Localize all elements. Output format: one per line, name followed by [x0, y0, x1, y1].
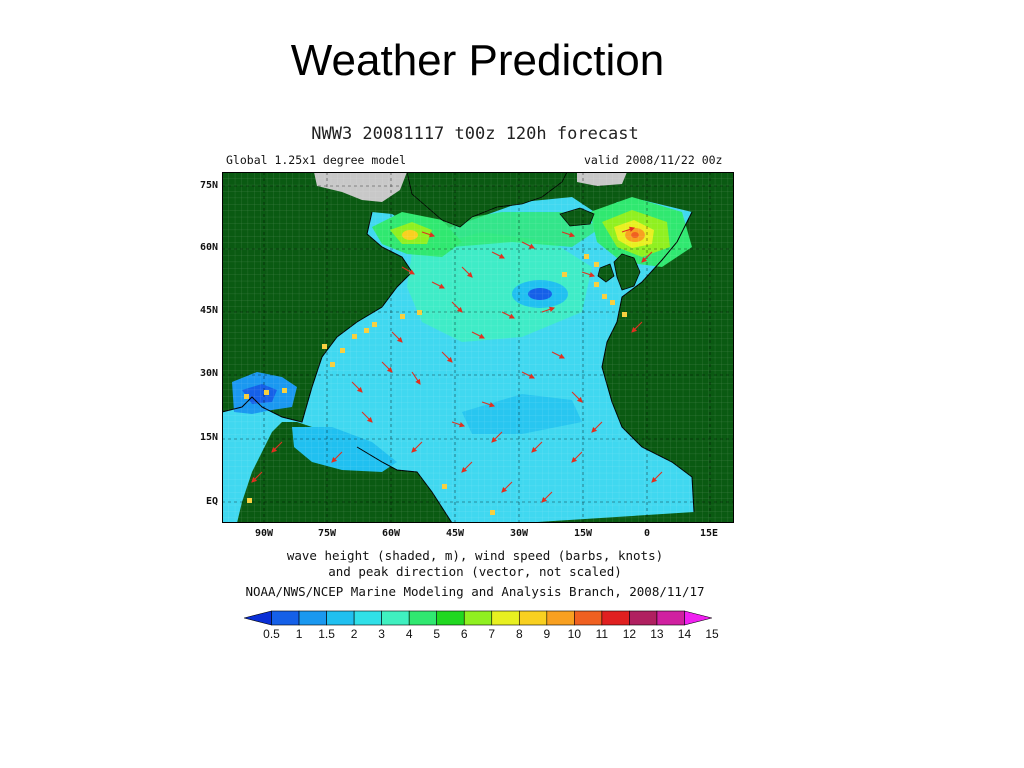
lat-label: 15N — [199, 432, 218, 443]
colorbar-tick-label: 6 — [460, 627, 468, 641]
colorbar-segment — [601, 610, 630, 626]
colorbar-tick-label: 3 — [378, 627, 385, 641]
grid-overlay — [222, 172, 734, 523]
colorbar-tick-label: 14 — [677, 627, 692, 641]
colorbar-tick-label: 13 — [650, 627, 664, 641]
figure-title: NWW3 20081117 t00z 120h forecast — [311, 124, 639, 144]
lon-label: 45W — [445, 528, 465, 539]
graticule — [222, 172, 734, 523]
colorbar-segment — [463, 610, 493, 626]
colorbar-segment — [656, 610, 685, 626]
lat-label: 75N — [199, 180, 218, 191]
colorbar-segment — [574, 610, 603, 626]
map-frame — [222, 172, 734, 523]
colorbar-segment — [353, 610, 382, 626]
buoy-stations — [244, 254, 627, 515]
colorbar-segment — [491, 610, 520, 626]
colorbar-tick-label: 2 — [350, 627, 358, 641]
colorbar-tick-label: 4 — [405, 627, 413, 641]
caption-line-2: and peak direction (vector, not scaled) — [328, 564, 622, 579]
lon-label: 30W — [509, 528, 529, 539]
lon-label: 75W — [317, 528, 337, 539]
lon-label: 15W — [573, 528, 593, 539]
colorbar-segment — [244, 610, 272, 626]
colorbar-tick-label: 15 — [705, 627, 719, 641]
colorbar-tick-label: 5 — [433, 627, 441, 641]
colorbar-tick-label: 11 — [595, 627, 609, 641]
colorbar-tick-label: 12 — [622, 627, 637, 641]
colorbar-tick-label: 1.5 — [318, 627, 335, 641]
colorbar-segment — [629, 610, 658, 626]
colorbar-tick-label: 10 — [567, 627, 582, 641]
credit-line: NOAA/NWS/NCEP Marine Modeling and Analys… — [245, 584, 705, 599]
colorbar-segment — [684, 610, 712, 626]
lat-label: EQ — [205, 496, 218, 507]
caption-line-1: wave height (shaded, m), wind speed (bar… — [286, 548, 664, 563]
colorbar-segment — [436, 610, 465, 626]
colorbar-segment — [271, 610, 300, 626]
colorbar-tick-label: 9 — [543, 627, 551, 641]
colorbar-tick-label: 0.5 — [263, 627, 280, 641]
lon-label: 0 — [643, 528, 651, 539]
colorbar-segment — [546, 610, 575, 626]
lat-label: 45N — [199, 305, 218, 316]
wave-height-map — [222, 172, 734, 523]
colorbar-segment — [326, 610, 355, 626]
colorbar-segment — [408, 610, 438, 626]
colorbar-segment — [381, 610, 410, 626]
colorbar-tick-label: 8 — [515, 627, 523, 641]
colorbar-tick-label: 7 — [488, 627, 496, 641]
lon-label: 60W — [381, 528, 401, 539]
valid-time: valid 2008/11/22 00z — [584, 153, 723, 167]
colorbar-segment — [518, 610, 548, 626]
slide-title: Weather Prediction — [290, 36, 665, 85]
lat-label: 60N — [199, 242, 218, 253]
lon-label: 90W — [254, 528, 274, 539]
colorbar — [244, 610, 712, 626]
lat-label: 30N — [199, 368, 218, 379]
lon-label: 15E — [699, 528, 719, 539]
model-description: Global 1.25x1 degree model — [226, 153, 407, 167]
colorbar-segment — [298, 610, 327, 626]
colorbar-tick-label: 1 — [295, 627, 303, 641]
peak-direction-vectors — [251, 226, 663, 503]
